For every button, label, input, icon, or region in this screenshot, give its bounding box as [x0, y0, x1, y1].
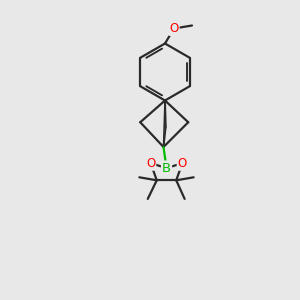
Text: B: B	[162, 161, 171, 175]
Text: O: O	[178, 157, 187, 170]
Text: O: O	[169, 23, 178, 34]
Text: O: O	[146, 157, 155, 170]
Text: O: O	[169, 22, 178, 35]
